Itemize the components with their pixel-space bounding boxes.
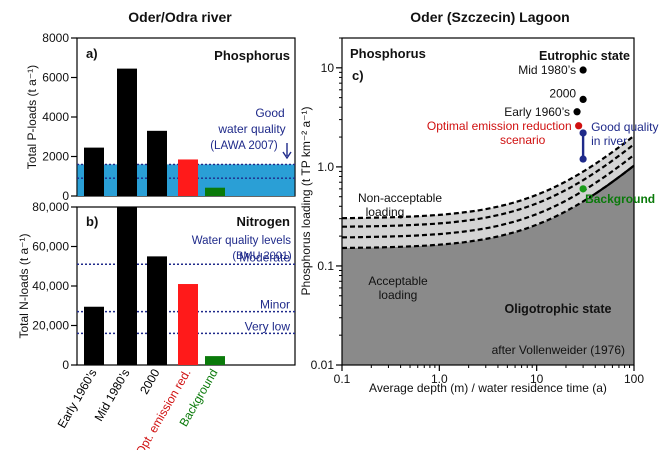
right-panel-title: Oder (Szczecin) Lagoon bbox=[410, 9, 569, 25]
y-tick-label: 20,000 bbox=[32, 319, 69, 333]
category-label-2: 2000 bbox=[137, 366, 163, 396]
panel-a-ylabel: Total P-loads (t a⁻¹) bbox=[25, 65, 39, 169]
acceptable-label-1: Acceptable bbox=[368, 274, 428, 288]
label-background: Background bbox=[585, 192, 655, 206]
loading-curve-0 bbox=[341, 134, 635, 220]
reference-label-minor: Minor bbox=[260, 298, 290, 312]
bar-nitrogen-0 bbox=[84, 306, 104, 365]
non-acceptable-label-2: loading bbox=[366, 205, 405, 219]
loading-curve-1 bbox=[342, 143, 635, 228]
bar-phosphorus-3 bbox=[178, 159, 198, 196]
panel-a-annotation-2: water quality bbox=[217, 122, 285, 136]
scenario-point-0 bbox=[579, 66, 587, 74]
x-tick-label: 10 bbox=[530, 372, 544, 386]
panel-c-xlabel: Average depth (m) / water residence time… bbox=[369, 381, 607, 395]
panel-a-arrow-icon bbox=[282, 143, 292, 160]
y-tick-label: 40,000 bbox=[32, 279, 69, 293]
panel-c-title: Phosphorus bbox=[350, 46, 426, 61]
y-tick-label: 2000 bbox=[42, 150, 69, 164]
panel-b-annotation-1: Water quality levels bbox=[192, 235, 292, 247]
oligotrophic-region bbox=[342, 165, 634, 365]
oligotrophic-state-label: Oligotrophic state bbox=[505, 302, 612, 316]
label-scenario: scenario bbox=[500, 133, 546, 147]
nitrogen-loads-chart: Moderate Minor Very low 0 20,000 40,000 60,000… bbox=[17, 200, 296, 372]
panel-a-tag: a) bbox=[86, 46, 98, 61]
reference-label-moderate: Moderate bbox=[239, 250, 290, 264]
bar-nitrogen-2 bbox=[147, 256, 167, 365]
panel-b-annotation-2: (BMU 2001) bbox=[232, 250, 291, 262]
label-optimal-emission-reduction: Optimal emission reduction bbox=[427, 119, 572, 133]
bar-phosphorus-1 bbox=[117, 68, 137, 196]
y-tick-label: 6000 bbox=[42, 71, 69, 85]
left-panel-title: Oder/Odra river bbox=[128, 9, 232, 25]
scenario-point-5 bbox=[579, 155, 587, 163]
y-tick-label: 10 bbox=[321, 61, 335, 75]
panel-c-ylabel: Phosphorus loading (t TP km⁻² a⁻¹) bbox=[299, 107, 313, 296]
bar-phosphorus-2 bbox=[147, 130, 167, 196]
label-mid-1980s: Mid 1980’s bbox=[518, 63, 576, 77]
y-tick-label: 0 bbox=[62, 358, 69, 372]
y-tick-label: 1.0 bbox=[317, 160, 334, 174]
y-tick-label: 0 bbox=[62, 189, 69, 203]
y-tick-label: 0.01 bbox=[311, 358, 335, 372]
label-good-quality: Good quality bbox=[591, 120, 658, 134]
panel-b-ylabel: Total N-loads (t a⁻¹) bbox=[17, 233, 31, 338]
panel-b-title: Nitrogen bbox=[237, 214, 291, 229]
x-tick-label: 0.1 bbox=[334, 372, 351, 386]
acceptable-label-2: loading bbox=[379, 288, 418, 302]
phosphorus-loads-chart: 0 2000 4000 6000 8000 a) Phosphorus Good wat… bbox=[25, 31, 296, 203]
non-acceptable-label-1: Non-acceptable bbox=[358, 191, 442, 205]
label-early-1960s: Early 1960’s bbox=[504, 105, 570, 119]
scenario-point-4 bbox=[579, 129, 587, 137]
label-in-river: in river bbox=[591, 134, 627, 148]
panel-c-frame bbox=[341, 37, 635, 366]
panel-a-annotation-1: Good bbox=[255, 106, 284, 120]
scenario-point-1 bbox=[579, 95, 587, 103]
bar-phosphorus-4 bbox=[205, 187, 225, 196]
panel-c-tag: c) bbox=[352, 68, 364, 83]
category-label-0: Early 1960’s bbox=[55, 367, 100, 431]
eutrophic-state-label: Eutrophic state bbox=[539, 49, 630, 63]
bar-nitrogen-3 bbox=[178, 284, 198, 365]
scenario-point-3 bbox=[575, 122, 583, 130]
scenario-point-2 bbox=[573, 108, 581, 116]
bar-phosphorus-0 bbox=[84, 147, 104, 196]
scenario-point-6 bbox=[579, 185, 587, 193]
y-tick-label: 0.1 bbox=[317, 259, 334, 273]
y-tick-label: 80,000 bbox=[32, 200, 69, 214]
label-2000: 2000 bbox=[549, 86, 576, 100]
y-tick-label: 60,000 bbox=[32, 240, 69, 254]
bar-nitrogen-1 bbox=[117, 207, 137, 365]
x-tick-label: 1.0 bbox=[431, 372, 448, 386]
vollenweider-credit: after Vollenweider (1976) bbox=[492, 343, 625, 357]
bar-nitrogen-4 bbox=[205, 356, 225, 365]
transition-band bbox=[342, 135, 634, 248]
critical-curve-tail bbox=[589, 164, 635, 199]
x-tick-label: 100 bbox=[624, 372, 644, 386]
panel-a-annotation-3: (LAWA 2007) bbox=[210, 140, 278, 152]
reference-label-very-low: Very low bbox=[245, 319, 291, 333]
panel-b-tag: b) bbox=[86, 214, 98, 229]
y-tick-label: 4000 bbox=[42, 110, 69, 124]
panel-a-title: Phosphorus bbox=[214, 48, 290, 63]
loading-curve-3 bbox=[341, 164, 635, 250]
y-tick-label: 8000 bbox=[42, 31, 69, 45]
